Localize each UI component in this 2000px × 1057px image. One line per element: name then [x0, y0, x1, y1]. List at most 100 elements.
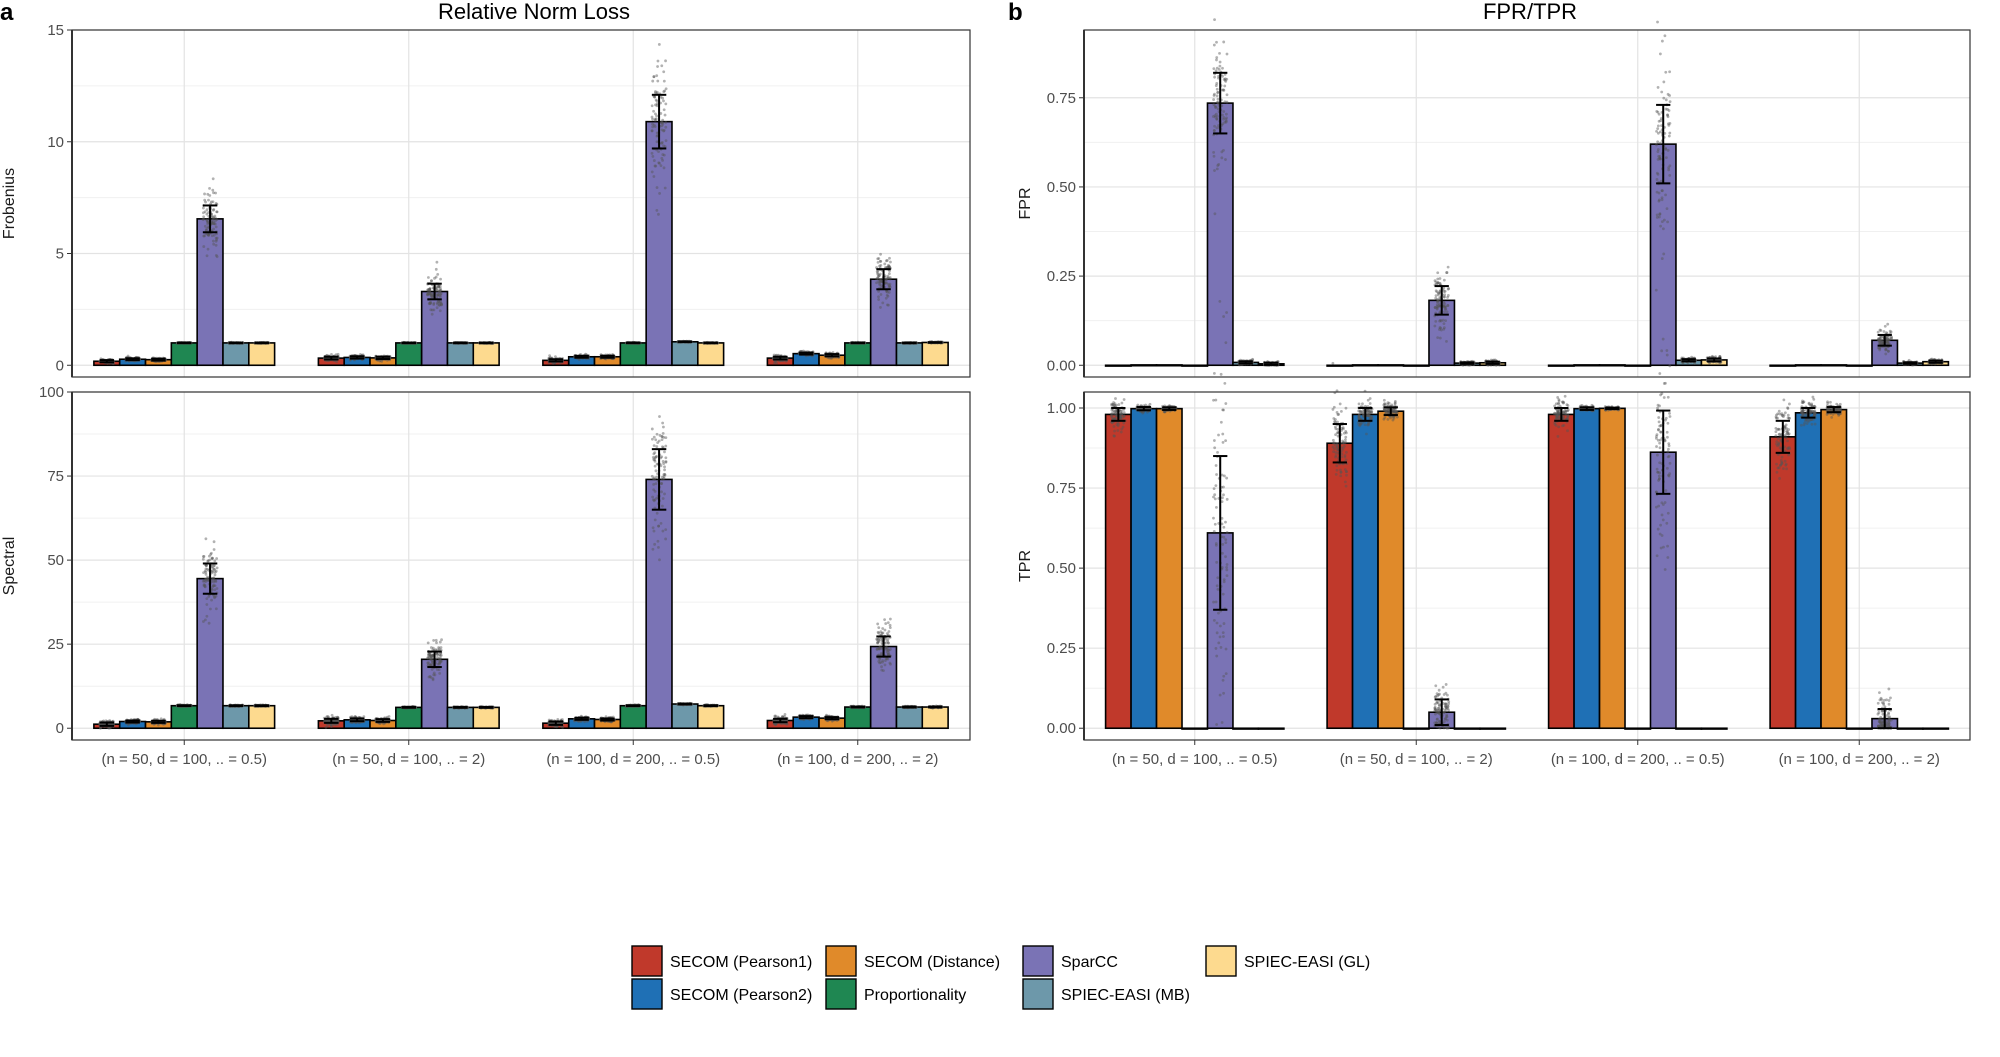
- jitter-point: [881, 301, 885, 305]
- jitter-point: [430, 657, 434, 661]
- jitter-point: [427, 287, 431, 291]
- jitter-point: [211, 585, 215, 589]
- jitter-point: [214, 607, 218, 611]
- jitter-point: [660, 490, 663, 494]
- jitter-point: [662, 70, 666, 74]
- jitter-point: [877, 295, 880, 299]
- jitter-point: [651, 526, 655, 530]
- jitter-point: [664, 139, 668, 143]
- jitter-point: [429, 646, 433, 649]
- jitter-point: [652, 175, 656, 178]
- jitter-point: [650, 427, 654, 431]
- x-tick-label: (n = 100, d = 200, .. = 2): [777, 751, 938, 768]
- bar: [869, 278, 898, 367]
- jitter-point: [652, 159, 656, 162]
- y-tick-label: 0: [56, 357, 64, 374]
- jitter-point: [437, 285, 441, 288]
- jitter-point: [584, 352, 587, 356]
- jitter-point: [655, 475, 658, 479]
- jitter-point: [653, 451, 657, 455]
- jitter-point: [772, 361, 776, 365]
- bar: [395, 706, 423, 730]
- jitter-point: [879, 306, 882, 309]
- jitter-point: [879, 293, 883, 296]
- jitter-point: [213, 219, 217, 223]
- jitter-point: [432, 639, 436, 642]
- jitter-point: [657, 545, 660, 549]
- jitter-point: [205, 212, 209, 216]
- jitter-point: [436, 272, 440, 276]
- jitter-point: [658, 415, 661, 418]
- jitter-point: [440, 638, 443, 642]
- y-tick-label: 50: [47, 552, 64, 569]
- panel-b-label: b: [1008, 0, 1023, 26]
- jitter-point: [652, 498, 655, 502]
- jitter-point: [438, 640, 442, 644]
- jitter-point: [426, 641, 430, 645]
- jitter-point: [435, 306, 439, 310]
- jitter-point: [663, 89, 667, 93]
- jitter-point: [657, 212, 660, 216]
- bar: [696, 342, 725, 367]
- panel-a-label: a: [0, 0, 14, 26]
- jitter-point: [212, 242, 216, 246]
- jitter-point: [126, 354, 130, 358]
- jitter-point: [653, 117, 657, 121]
- jitter-point: [650, 474, 654, 478]
- jitter-point: [653, 464, 657, 468]
- jitter-point: [435, 641, 438, 645]
- jitter-point: [211, 177, 215, 181]
- jitter-point: [877, 626, 881, 630]
- bar: [671, 340, 699, 367]
- jitter-point: [654, 112, 657, 116]
- jitter-point: [656, 79, 660, 83]
- jitter-point: [212, 208, 216, 211]
- jitter-point: [888, 256, 891, 260]
- jitter-point: [664, 537, 668, 541]
- jitter-point: [662, 144, 665, 148]
- jitter-point: [661, 497, 665, 500]
- jitter-point: [662, 79, 666, 83]
- jitter-point: [883, 262, 887, 266]
- jitter-point: [662, 108, 666, 112]
- jitter-point: [664, 444, 668, 448]
- jitter-point: [204, 578, 208, 581]
- jitter-point: [657, 439, 661, 443]
- jitter-point: [655, 209, 659, 212]
- jitter-point: [207, 554, 211, 558]
- jitter-point: [214, 580, 218, 583]
- jitter-point: [212, 568, 216, 571]
- jitter-point: [211, 200, 215, 204]
- x-tick-label: (n = 100, d = 200, .. = 0.5): [546, 751, 720, 768]
- jitter-point: [652, 109, 655, 113]
- jitter-point: [427, 276, 430, 279]
- jitter-point: [661, 460, 665, 463]
- jitter-point: [653, 542, 657, 546]
- jitter-point: [202, 245, 206, 248]
- jitter-point: [881, 659, 885, 662]
- jitter-point: [203, 585, 207, 588]
- jitter-point: [884, 259, 888, 263]
- jitter-point: [439, 303, 443, 307]
- jitter-point: [432, 671, 436, 675]
- jitter-point: [215, 255, 219, 259]
- jitter-point: [438, 290, 441, 293]
- jitter-point: [329, 723, 333, 727]
- bar: [921, 341, 949, 367]
- jitter-point: [877, 298, 881, 301]
- jitter-point: [775, 361, 778, 365]
- jitter-point: [876, 260, 880, 264]
- jitter-point: [430, 308, 434, 312]
- jitter-point: [208, 194, 212, 197]
- jitter-point: [206, 559, 210, 563]
- jitter-point: [654, 482, 658, 486]
- jitter-point: [879, 252, 882, 256]
- jitter-point: [202, 620, 205, 623]
- jitter-point: [203, 192, 206, 196]
- jitter-point: [657, 43, 661, 46]
- jitter-point: [888, 282, 892, 286]
- panel-a-title: Relative Norm Loss: [438, 0, 630, 24]
- jitter-point: [655, 90, 659, 94]
